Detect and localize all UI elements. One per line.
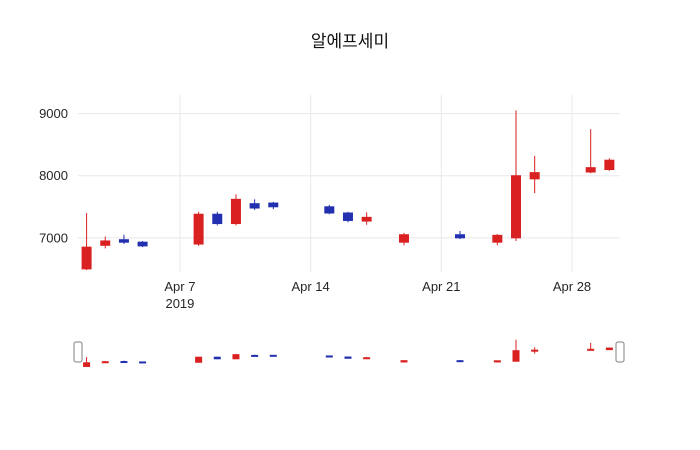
rangeslider-handle-right[interactable] [615, 341, 625, 363]
mini-candle-2019-04-19 [400, 360, 408, 363]
candle-2019-04-10[interactable] [230, 194, 241, 226]
candle-2019-04-11[interactable] [249, 199, 260, 210]
mini-candle-2019-04-24 [493, 360, 501, 363]
candle-2019-04-08[interactable] [193, 211, 204, 246]
candle-2019-04-29[interactable] [585, 129, 596, 174]
candle-2019-04-19[interactable] [398, 232, 409, 246]
candle-2019-04-02[interactable] [81, 213, 92, 271]
y-tick-label: 9000 [39, 106, 68, 121]
mini-candle-2019-04-22 [456, 360, 464, 363]
y-tick-label: 8000 [39, 168, 68, 183]
candle-2019-04-24[interactable] [492, 234, 503, 246]
mini-candle-2019-04-30 [605, 347, 613, 351]
x-tick-label: Apr 21 [422, 279, 460, 294]
chart-title: 알에프세미 [310, 32, 390, 51]
candle-2019-04-03[interactable] [100, 236, 111, 249]
candle-2019-04-30[interactable] [604, 158, 615, 171]
y-tick-label: 7000 [39, 230, 68, 245]
mini-candle-2019-04-04 [120, 360, 128, 364]
candle-2019-04-16[interactable] [342, 211, 353, 223]
mini-candle-2019-04-25 [512, 339, 520, 362]
mini-candle-2019-04-12 [269, 354, 277, 357]
mini-candle-2019-04-09 [213, 356, 221, 360]
mini-candle-2019-04-02 [83, 357, 91, 367]
candle-2019-04-26[interactable] [529, 155, 540, 194]
x-tick-label: Apr 7 [164, 279, 195, 294]
candle-2019-04-04[interactable] [118, 234, 129, 245]
mini-candle-2019-04-29 [587, 342, 595, 351]
rangeslider[interactable] [78, 333, 620, 371]
mini-candle-2019-04-11 [251, 354, 259, 357]
candle-2019-04-15[interactable] [324, 204, 335, 215]
x-tick-label: Apr 14 [291, 279, 329, 294]
mini-candle-2019-04-10 [232, 353, 240, 360]
mini-candle-2019-04-17 [363, 356, 371, 360]
candle-2019-04-09[interactable] [212, 211, 223, 226]
rangeslider-handle-left[interactable] [73, 341, 83, 363]
mini-candle-2019-04-08 [195, 356, 203, 363]
candle-2019-04-17[interactable] [361, 212, 372, 225]
candle-2019-04-22[interactable] [454, 231, 465, 240]
mini-candle-2019-04-03 [101, 361, 109, 364]
candle-2019-04-25[interactable] [511, 110, 522, 241]
mini-candle-2019-04-05 [139, 361, 147, 364]
mini-candle-2019-04-26 [531, 347, 539, 354]
plot-area[interactable] [78, 95, 620, 272]
x-tick-label: Apr 28 [553, 279, 591, 294]
mini-candle-2019-04-15 [325, 355, 333, 358]
candle-2019-04-05[interactable] [137, 240, 148, 248]
candle-2019-04-12[interactable] [268, 201, 279, 210]
mini-candle-2019-04-16 [344, 356, 352, 359]
x-tick-sublabel: 2019 [165, 296, 194, 311]
